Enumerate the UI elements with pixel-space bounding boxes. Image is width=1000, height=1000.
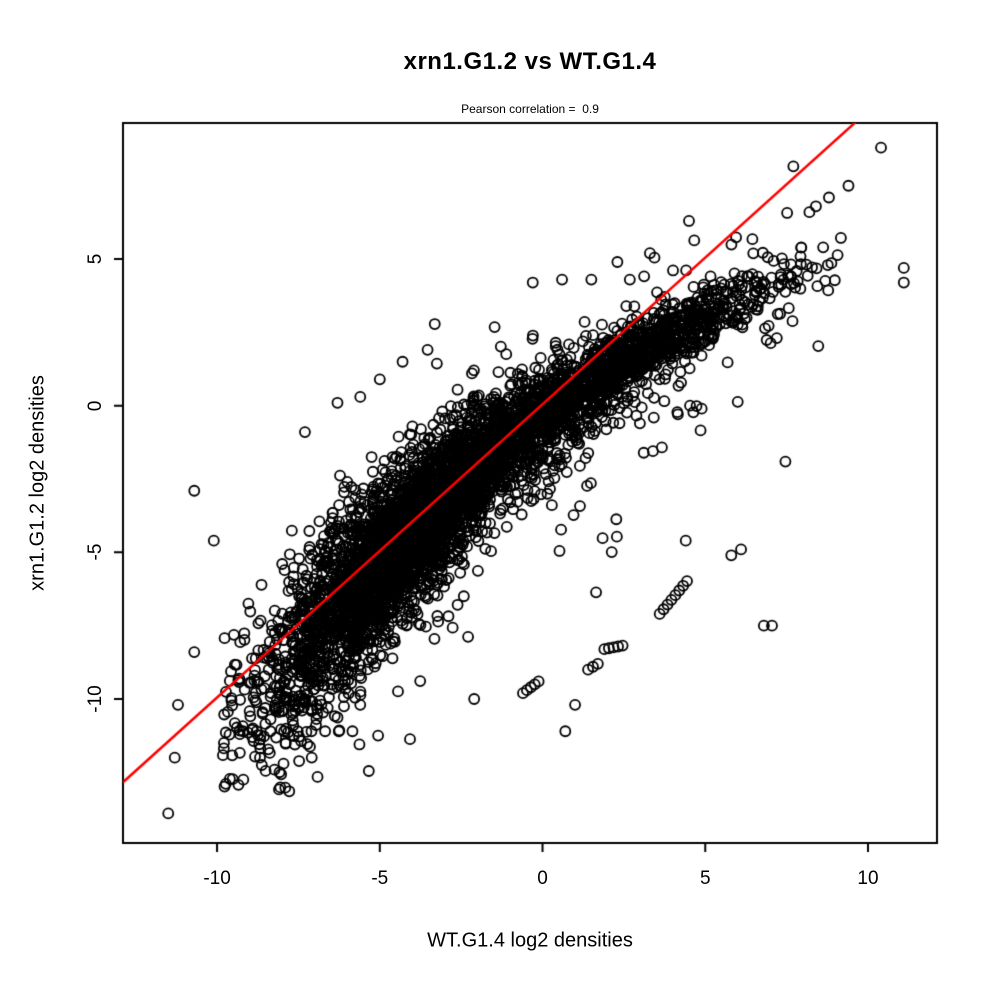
- y-tick-label: 5: [85, 253, 106, 265]
- y-axis-label: xrn1.G1.2 log2 densities: [26, 375, 49, 591]
- y-tick-label: 0: [85, 400, 106, 412]
- x-tick-label: 0: [537, 868, 548, 889]
- y-tick-label: -5: [85, 543, 106, 561]
- x-axis-label: WT.G1.4 log2 densities: [427, 929, 633, 952]
- x-tick-label: 5: [699, 868, 711, 889]
- x-tick-label: -10: [203, 868, 231, 889]
- x-tick-label: 10: [857, 868, 879, 889]
- chart-title: xrn1.G1.2 vs WT.G1.4: [403, 48, 657, 75]
- y-tick-label: -10: [85, 685, 106, 713]
- x-tick-label: -5: [371, 868, 389, 889]
- chart-subtitle: Pearson correlation = 0.9: [461, 102, 599, 116]
